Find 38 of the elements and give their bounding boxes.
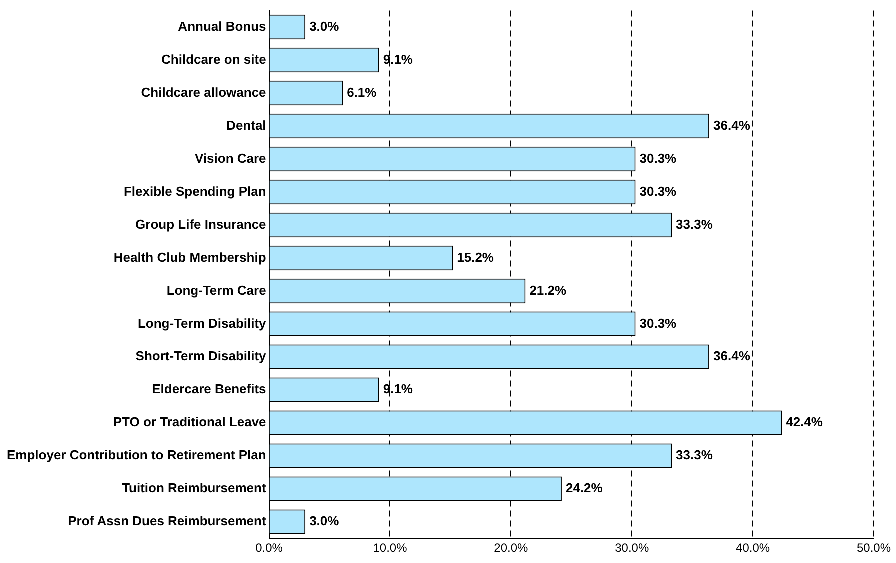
data-label: 42.4% <box>786 414 824 430</box>
x-tick-label: 10.0% <box>373 541 408 556</box>
data-label: 15.2% <box>457 250 494 265</box>
y-tick-label: Health Club Membership <box>114 250 266 265</box>
y-tick-label: Long-Term Care <box>166 282 266 298</box>
y-tick-label: Childcare on site <box>162 52 266 67</box>
data-label: 30.3% <box>640 150 678 166</box>
data-label: 36.4% <box>714 348 751 364</box>
x-tick-label: 50.0% <box>856 541 892 556</box>
y-tick-label: PTO or Traditional Leave <box>113 414 266 430</box>
data-label: 21.2% <box>530 282 567 298</box>
data-label: 36.4% <box>714 118 751 133</box>
data-label: 33.3% <box>676 448 714 463</box>
y-tick-label: Flexible Spending Plan <box>124 184 266 199</box>
y-tick-label: Annual Bonus <box>178 18 266 34</box>
x-tick-label: 40.0% <box>736 541 770 556</box>
y-tick-label: Tuition Reimbursement <box>122 480 267 496</box>
x-tick-label: 30.0% <box>615 541 650 556</box>
y-tick-label: Dental <box>226 118 266 133</box>
data-label: 9.1% <box>383 52 414 67</box>
data-label: 30.3% <box>640 316 678 331</box>
data-label: 3.0% <box>310 514 340 529</box>
data-label: 6.1% <box>347 84 378 100</box>
data-label: 30.3% <box>640 184 678 199</box>
data-label: 9.1% <box>383 382 414 397</box>
y-tick-label: Employer Contribution to Retirement Plan <box>7 448 266 463</box>
data-label: 3.0% <box>310 18 340 34</box>
y-tick-label: Eldercare Benefits <box>152 382 266 397</box>
data-label: 33.3% <box>676 216 714 232</box>
y-tick-label: Long-Term Disability <box>138 316 268 331</box>
x-tick-label: 0.0% <box>256 541 284 556</box>
data-label: 24.2% <box>566 480 604 496</box>
y-tick-label: Vision Care <box>195 150 266 166</box>
y-tick-label: Group Life Insurance <box>136 216 266 232</box>
x-tick-label: 20.0% <box>494 541 529 556</box>
y-tick-label: Short-Term Disability <box>136 348 268 364</box>
y-tick-label: Childcare allowance <box>141 84 266 100</box>
y-tick-label: Prof Assn Dues Reimbursement <box>68 514 267 529</box>
